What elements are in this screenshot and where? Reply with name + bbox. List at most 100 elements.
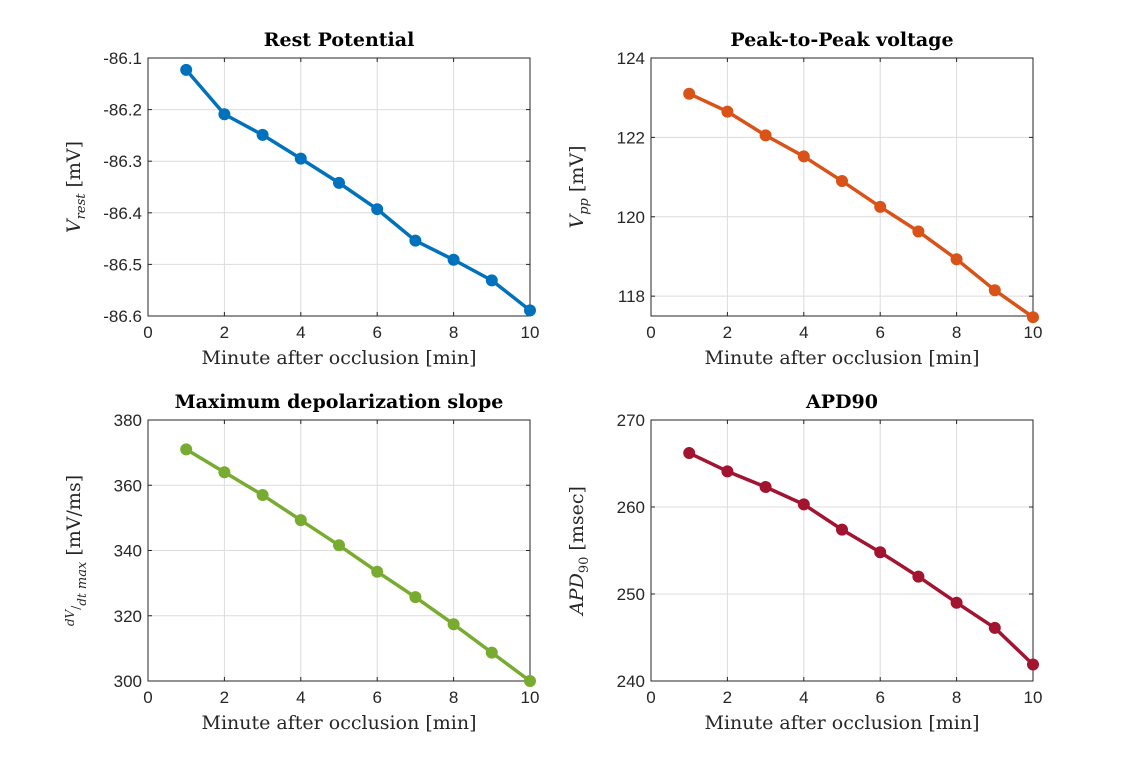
- y-label-fraction-bar: /: [69, 605, 83, 610]
- y-label-unit: [msec]: [566, 486, 588, 557]
- data-point: [371, 203, 384, 216]
- y-tick-label: 300: [114, 672, 142, 691]
- x-tick-label: 2: [220, 323, 229, 342]
- x-tick-label: 4: [296, 688, 305, 707]
- y-axis-label: Vpp [mV]: [566, 146, 592, 229]
- plot-area: [651, 420, 1033, 681]
- x-tick-label: 2: [723, 688, 732, 707]
- x-tick-label: 8: [449, 323, 458, 342]
- data-point: [759, 480, 772, 493]
- x-tick-label: 6: [372, 323, 381, 342]
- y-label-unit: [mV/ms]: [63, 475, 85, 562]
- y-tick-label: 270: [617, 411, 645, 430]
- x-tick-label: 6: [875, 323, 884, 342]
- data-point: [447, 618, 460, 631]
- y-label-symbol: V: [566, 213, 588, 229]
- data-point: [256, 128, 269, 141]
- x-axis-label: Minute after occlusion [min]: [201, 347, 476, 369]
- series-line: [688, 451, 1035, 666]
- x-axis-label: Minute after occlusion [min]: [201, 712, 476, 734]
- data-point: [721, 105, 734, 118]
- x-tick-label: 8: [952, 688, 961, 707]
- y-tick-label: 260: [617, 498, 645, 517]
- data-point: [333, 176, 345, 189]
- subplot-3: 0 2 4 6 8 10 300 320 340 360 380 Maximum depolariza…: [63, 391, 539, 734]
- data-point: [524, 675, 536, 687]
- chart-title: Peak-to-Peak voltage: [730, 29, 953, 51]
- subplot-1: 0 2 4 6 8 10 -86.6 -86.5 -86.4 -86.3 -86.2 -86.1 Res…: [63, 29, 539, 369]
- data-point: [912, 225, 925, 238]
- y-label-symbol: V: [63, 217, 85, 233]
- x-tick-label: 2: [723, 323, 732, 342]
- data-point: [333, 539, 345, 552]
- x-tick-label: 4: [296, 323, 305, 342]
- x-axis-label: Minute after occlusion [min]: [704, 347, 979, 369]
- x-axis-label: Minute after occlusion [min]: [704, 712, 979, 734]
- data-point: [988, 284, 1001, 297]
- y-label-subscript: pp: [577, 197, 592, 214]
- y-tick-label: 118: [618, 287, 645, 306]
- subplot-2: 0 2 4 6 8 10 118 120 122 124 Peak-to-Peak voltage M…: [566, 29, 1042, 369]
- y-label-subscript: rest: [74, 193, 89, 220]
- data-point: [874, 200, 887, 213]
- data-point: [218, 108, 231, 121]
- y-tick-label: 340: [114, 542, 142, 561]
- data-point: [797, 498, 810, 511]
- data-point: [256, 489, 269, 502]
- series-line: [184, 68, 532, 312]
- x-tick-label: 0: [646, 688, 655, 707]
- y-tick-label: -86.5: [103, 255, 142, 274]
- chart-title: APD90: [805, 391, 878, 413]
- axes-frame: [650, 419, 1034, 682]
- data-point: [294, 152, 307, 165]
- data-point: [409, 591, 422, 604]
- y-label-unit: [mV]: [566, 146, 588, 199]
- y-tick-label: -86.3: [103, 152, 142, 171]
- data-point: [524, 304, 536, 317]
- y-tick-label: -86.1: [103, 49, 142, 68]
- x-tick-label: 10: [521, 688, 540, 707]
- data-point: [409, 234, 422, 247]
- data-point: [683, 447, 696, 460]
- data-point: [485, 646, 498, 659]
- series-line: [185, 447, 532, 683]
- series-line: [688, 92, 1035, 319]
- y-tick-label: -86.2: [103, 101, 142, 120]
- y-label-fraction-denominator: dt: [75, 593, 89, 606]
- chart-title: Maximum depolarization slope: [175, 391, 504, 413]
- x-tick-label: 2: [220, 688, 229, 707]
- data-point: [447, 253, 460, 266]
- data-point: [950, 253, 963, 266]
- y-tick-label: -86.6: [103, 307, 142, 326]
- data-point: [836, 523, 848, 536]
- y-axis-label: Vrest [mV]: [63, 141, 89, 233]
- data-point: [180, 443, 193, 456]
- y-label-unit: [mV]: [63, 141, 85, 194]
- x-tick-label: 8: [952, 323, 961, 342]
- data-point: [874, 546, 887, 559]
- data-point: [797, 150, 810, 163]
- y-tick-label: 122: [617, 128, 645, 147]
- y-label-subscript: max: [75, 561, 90, 593]
- x-tick-label: 4: [799, 688, 808, 707]
- y-tick-label: 360: [114, 476, 142, 495]
- data-point: [950, 596, 963, 609]
- y-tick-label: 320: [114, 607, 142, 626]
- x-tick-label: 10: [521, 323, 540, 342]
- x-tick-label: 6: [875, 688, 884, 707]
- data-point: [218, 466, 231, 479]
- x-tick-label: 0: [143, 688, 152, 707]
- data-point: [912, 570, 925, 583]
- data-point: [683, 87, 696, 100]
- x-tick-label: 6: [372, 688, 381, 707]
- axes-frame: [147, 57, 531, 317]
- x-tick-label: 10: [1024, 688, 1043, 707]
- x-tick-label: 4: [799, 323, 808, 342]
- data-point: [988, 621, 1001, 634]
- y-tick-label: 250: [617, 585, 645, 604]
- y-label-symbol: APD: [566, 573, 588, 617]
- x-tick-label: 0: [143, 323, 152, 342]
- data-point: [371, 565, 384, 578]
- x-tick-label: 10: [1024, 323, 1043, 342]
